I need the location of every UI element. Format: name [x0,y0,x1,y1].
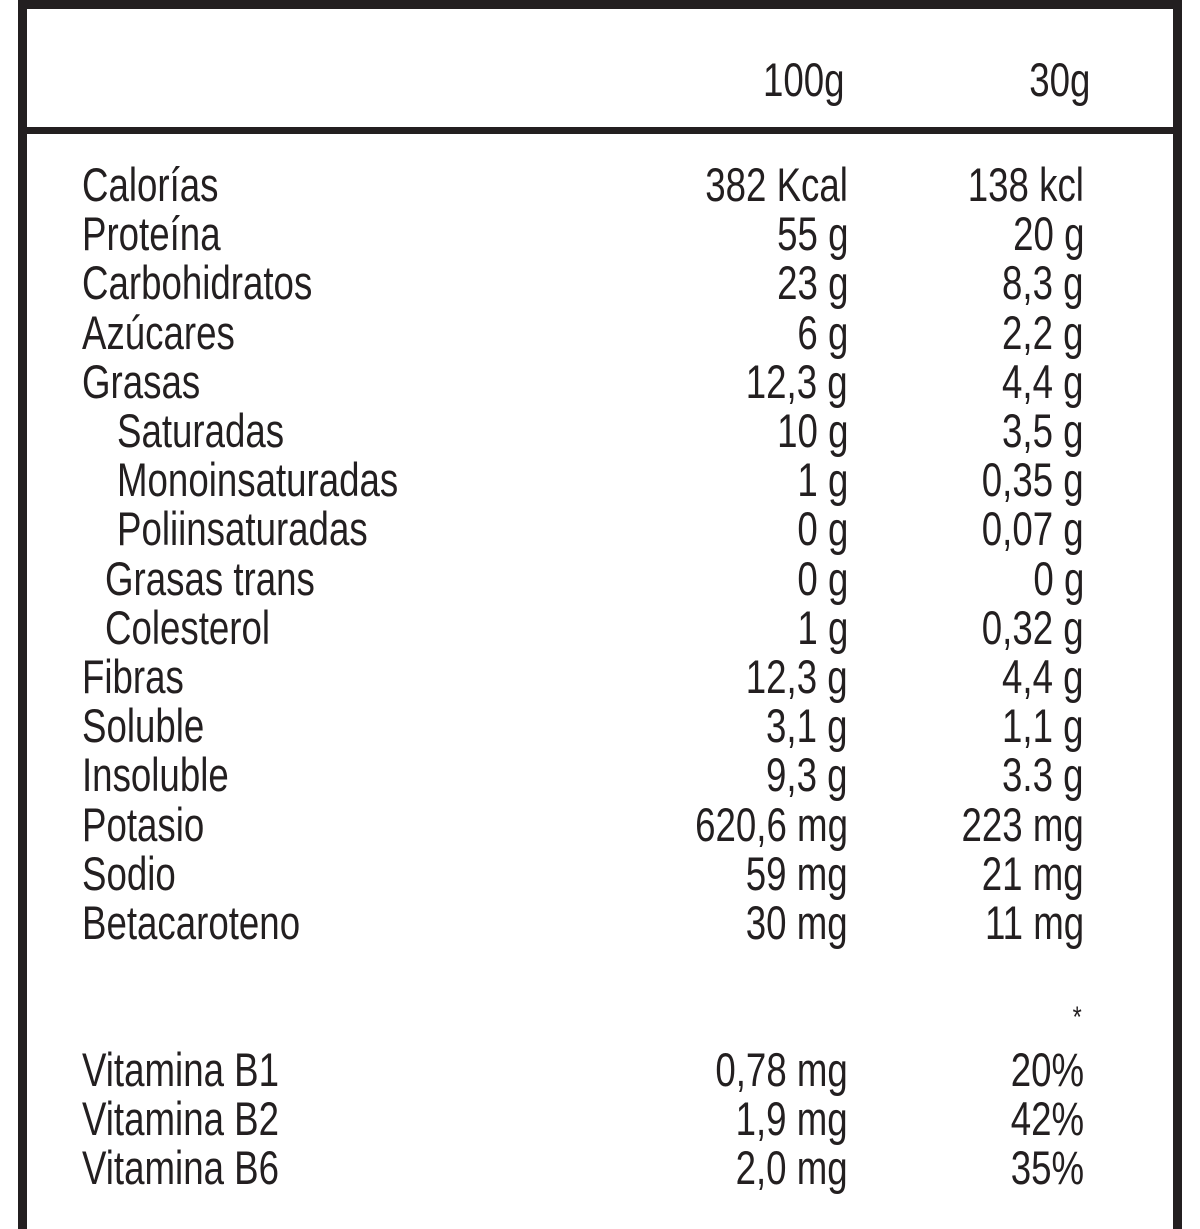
row-label: Fibras [82,650,184,703]
row-label: Potasio [82,797,205,851]
value-100g: 6 g [797,305,848,359]
value-30g: 2,2 g [1002,305,1084,359]
value-30g: 223 mg [961,797,1084,851]
vitamin-100g: 0,78 mg [715,1043,848,1096]
row-label: Carbohidratos [82,256,313,310]
value-100g: 12,3 g [746,354,848,408]
vitamin-percent: 35% [1010,1141,1084,1194]
vitamin-label: Vitamina B1 [82,1043,279,1096]
value-100g: 0 g [797,551,848,605]
vitamin-label: Vitamina B2 [82,1092,279,1145]
row-label: Soluble [82,699,205,753]
value-100g: 382 Kcal [705,158,848,211]
value-100g: 0 g [797,502,848,556]
value-100g: 1 g [797,453,848,507]
value-100g: 620,6 mg [695,797,848,851]
row-label: Insoluble [82,748,229,802]
value-100g: 10 g [776,404,848,457]
value-30g: 20 g [1012,207,1084,261]
footnote-marker: * [1072,1001,1082,1034]
value-100g: 3,1 g [766,699,848,753]
value-100g: 30 mg [746,896,848,949]
page: {"table": { "columns": ["100g", "30g"], … [18,0,1182,1229]
value-30g: 0 g [1033,551,1084,605]
value-100g: 1 g [797,600,848,654]
value-30g: 4,4 g [1002,650,1084,703]
row-label: Grasas [82,354,201,408]
row-label: Proteína [82,207,221,261]
row-label: Azúcares [82,305,235,359]
row-label: Monoinsaturadas [117,453,399,507]
value-30g: 0,32 g [982,600,1084,654]
value-30g: 3,5 g [1002,404,1084,457]
value-30g: 4,4 g [1002,354,1084,408]
value-30g: 1,1 g [1002,699,1084,753]
value-30g: 21 mg [982,846,1084,900]
value-30g: 0,35 g [982,453,1084,507]
header-rule [18,127,1182,134]
value-30g: 138 kcl [967,158,1084,211]
vitamin-percent: 20% [1010,1043,1084,1096]
column-header: 100g [763,53,845,106]
row-label: Betacaroteno [82,896,301,949]
column-header: 30g [1028,53,1090,106]
vitamin-100g: 2,0 mg [735,1141,848,1194]
value-100g: 59 mg [746,846,848,900]
vitamin-100g: 1,9 mg [735,1092,848,1145]
row-label: Saturadas [117,404,285,457]
row-label: Calorías [82,158,219,211]
value-100g: 55 g [776,207,848,261]
table-frame [18,0,1182,1229]
vitamin-label: Vitamina B6 [82,1141,279,1194]
value-100g: 9,3 g [766,748,848,802]
row-label: Poliinsaturadas [117,502,368,556]
row-label: Sodio [82,846,176,900]
row-label: Colesterol [105,600,271,654]
value-30g: 3.3 g [1002,748,1084,802]
value-30g: 11 mg [984,896,1084,949]
value-30g: 0,07 g [982,502,1084,556]
value-30g: 8,3 g [1002,256,1084,310]
vitamin-percent: 42% [1010,1092,1084,1145]
value-100g: 12,3 g [746,650,848,703]
value-100g: 23 g [776,256,848,310]
row-label: Grasas trans [105,551,315,605]
